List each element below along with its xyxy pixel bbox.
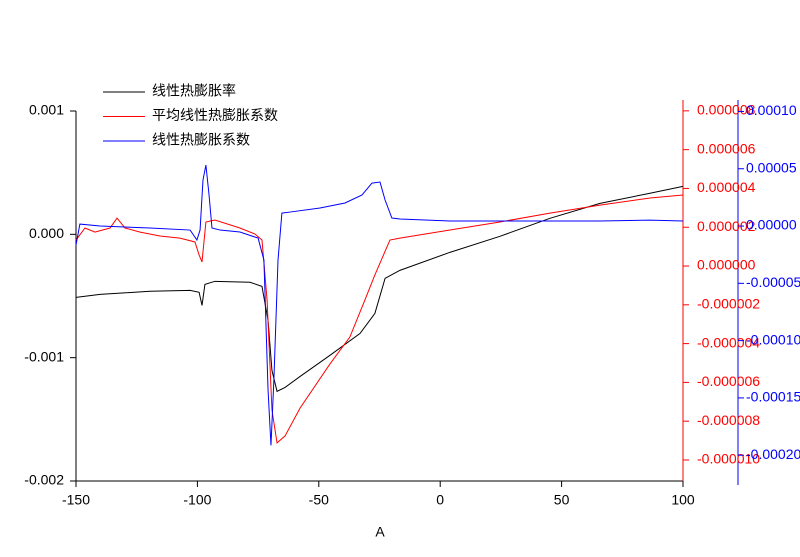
x-tick-label: -150 bbox=[62, 492, 90, 508]
y-tick-label: -0.001 bbox=[24, 348, 64, 364]
legend-label: 线性热膨胀率 bbox=[152, 83, 236, 99]
y3-tick-label: 0.00005 bbox=[746, 159, 797, 175]
y2-tick-label: 0.000004 bbox=[697, 179, 756, 195]
y2-tick-label: -0.000008 bbox=[697, 412, 760, 428]
y2-tick-label: -0.000010 bbox=[697, 451, 760, 467]
x-tick-label: 0 bbox=[436, 492, 444, 508]
series-line bbox=[75, 164, 684, 446]
y2-tick-label: 0.000000 bbox=[697, 257, 756, 273]
y2-tick-label: 0.000002 bbox=[697, 218, 756, 234]
x-tick-label: -50 bbox=[309, 492, 329, 508]
y-tick-label: 0.001 bbox=[29, 102, 64, 118]
x-tick-label: -100 bbox=[183, 492, 211, 508]
y2-tick-label: -0.000002 bbox=[697, 296, 760, 312]
y3-tick-label: -0.00010 bbox=[746, 331, 800, 347]
y3-tick-label: -0.00005 bbox=[746, 274, 800, 290]
x-axis-label: A bbox=[375, 524, 385, 540]
y3-tick-label: 0.00000 bbox=[746, 217, 797, 233]
y-tick-label: 0.000 bbox=[29, 225, 64, 241]
y2-tick-label: -0.000006 bbox=[697, 373, 760, 389]
y-tick-label: -0.002 bbox=[24, 472, 64, 488]
legend-label: 线性热膨胀系数 bbox=[152, 132, 250, 148]
x-tick-label: 100 bbox=[671, 492, 695, 508]
y2-tick-label: 0.000008 bbox=[697, 102, 756, 118]
legend-label: 平均线性热膨胀系数 bbox=[152, 107, 278, 123]
y3-tick-label: 0.00010 bbox=[746, 102, 797, 118]
series-line bbox=[75, 194, 684, 444]
y3-tick-label: -0.00020 bbox=[746, 446, 800, 462]
y2-tick-label: 0.000006 bbox=[697, 140, 756, 156]
series-line bbox=[75, 185, 684, 393]
y3-tick-label: -0.00015 bbox=[746, 389, 800, 405]
x-tick-label: 50 bbox=[554, 492, 570, 508]
y2-tick-label: -0.000004 bbox=[697, 334, 760, 350]
